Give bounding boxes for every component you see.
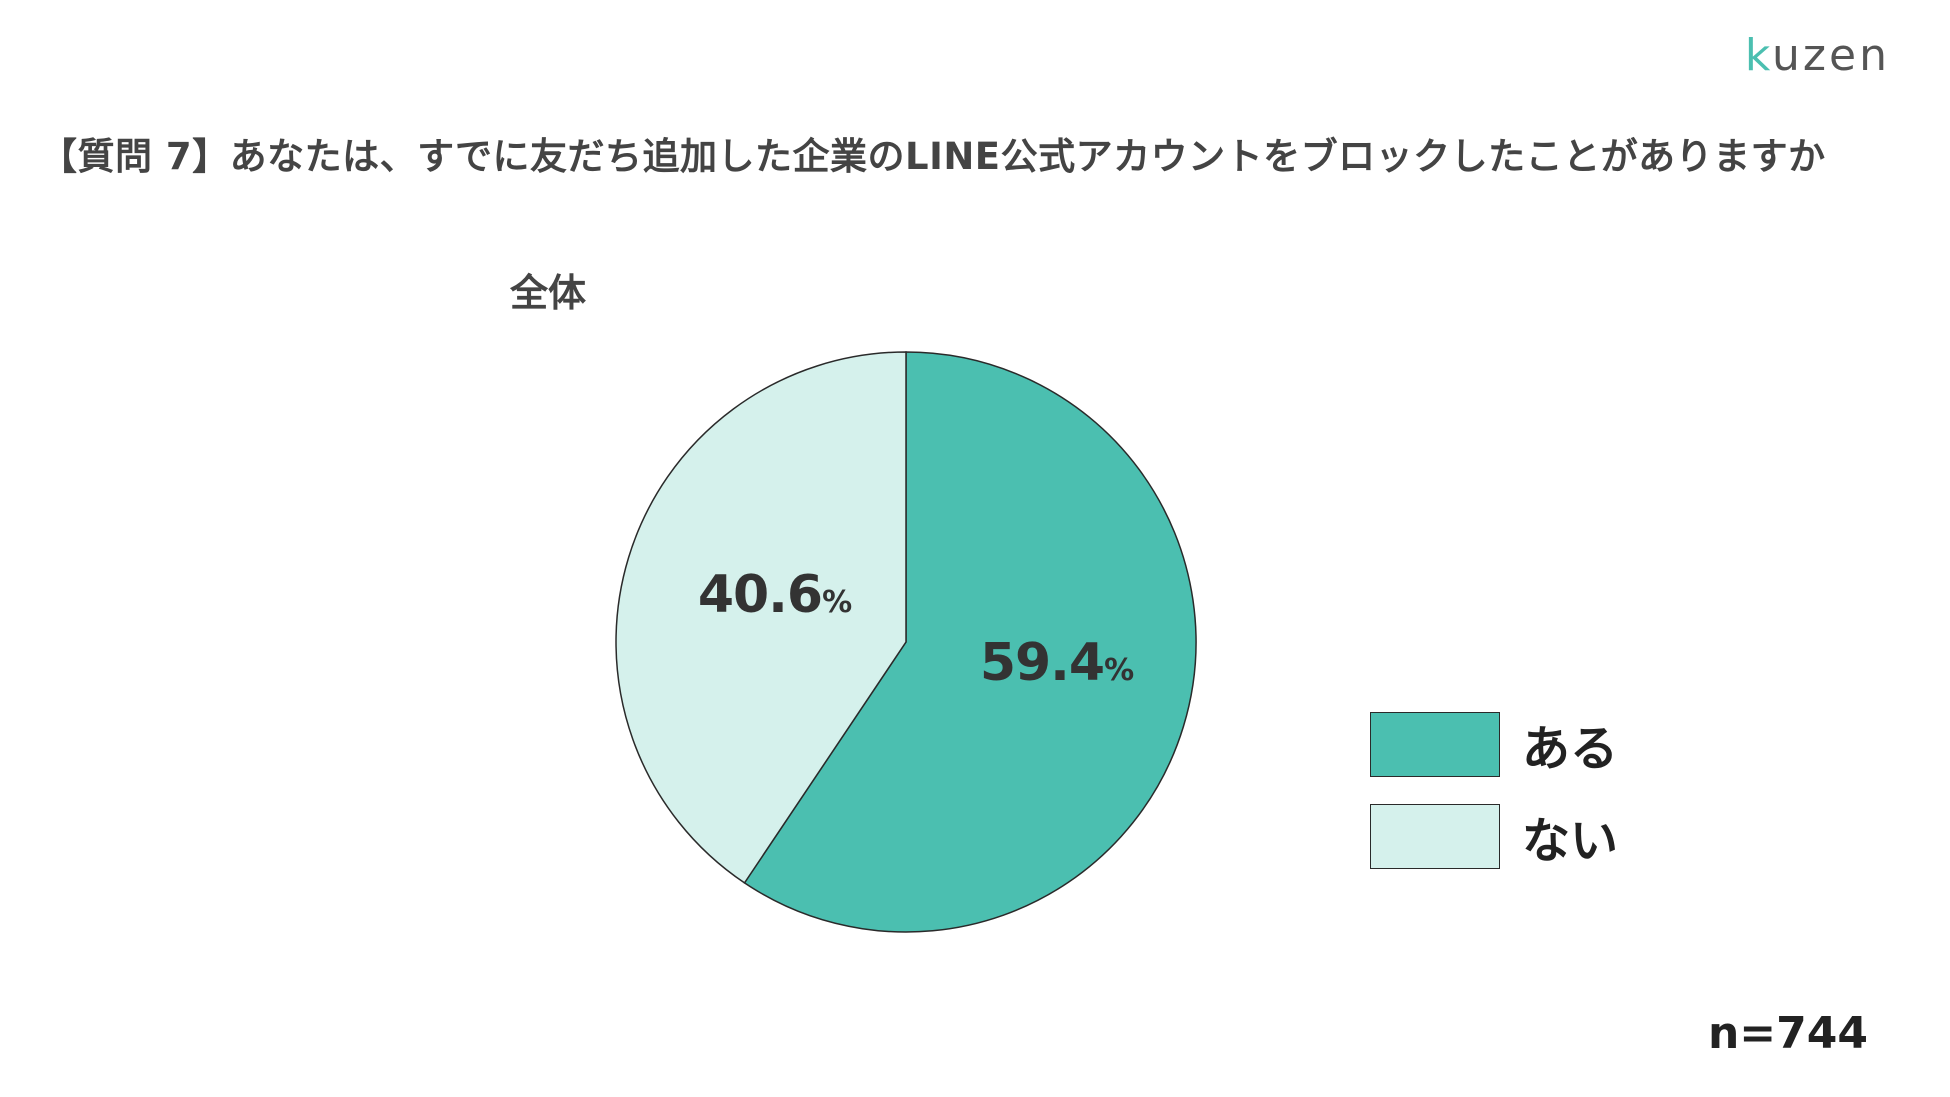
- question-title: 【質問 7】あなたは、すでに友だち追加した企業のLINE公式アカウントをブロック…: [40, 135, 1826, 178]
- legend-label-aru: ある: [1522, 721, 1619, 777]
- pie-label-aru-value: 59.4: [979, 633, 1105, 693]
- legend: ある ない: [1370, 710, 1618, 894]
- sample-size: n=744: [1707, 1008, 1868, 1059]
- logo-rest: uzen: [1772, 30, 1890, 81]
- legend-item-aru: ある: [1370, 710, 1618, 778]
- pie-label-nai-unit: %: [822, 585, 853, 620]
- pie-label-aru-unit: %: [1104, 653, 1135, 688]
- kuzen-logo: kuzen: [1745, 30, 1890, 81]
- logo-k: k: [1744, 30, 1773, 81]
- legend-swatch-nai: [1370, 803, 1500, 869]
- pie-label-nai-value: 40.6: [697, 565, 823, 625]
- chart-subtitle: 全体: [510, 271, 587, 315]
- pie-slice-aru: [743, 351, 1197, 933]
- pie-label-aru: 59.4%: [980, 633, 1134, 693]
- legend-swatch-aru: [1370, 711, 1500, 777]
- pie-label-nai: 40.6%: [698, 565, 852, 625]
- legend-item-nai: ない: [1370, 802, 1618, 870]
- pie-slice-nai: [615, 351, 907, 884]
- legend-label-nai: ない: [1522, 813, 1619, 869]
